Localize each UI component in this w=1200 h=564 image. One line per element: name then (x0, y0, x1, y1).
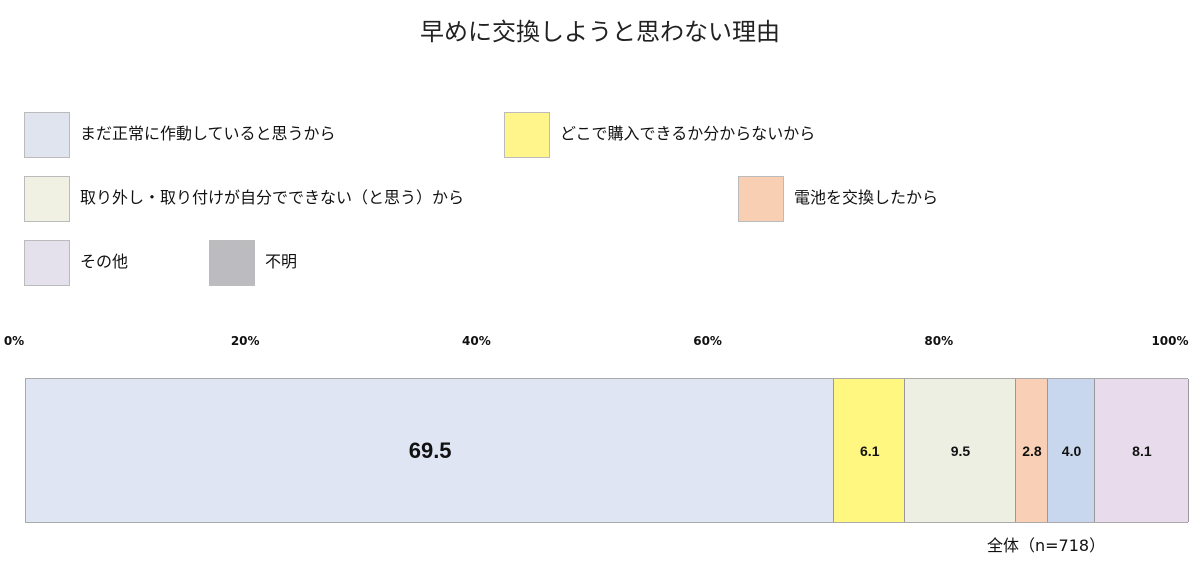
category-label: 全体（n=718） (987, 536, 1106, 555)
legend-label: 不明 (265, 252, 298, 271)
data-label: 9.5 (950, 442, 971, 459)
legend-label: 電池を交換したから (794, 188, 939, 207)
legend-label: どこで購入できるか分からないから (560, 124, 816, 143)
legend-swatch (504, 112, 550, 158)
legend-swatch (209, 240, 255, 286)
x-tick-label: 20% (230, 334, 260, 348)
legend-label: その他 (80, 252, 129, 271)
stacked-bar: 69.5 6.1 9.5 2.8 4.0 8.1 (25, 378, 1189, 523)
bar-segment (26, 379, 835, 522)
bar-segment (1015, 379, 1049, 522)
data-label: 4.0 (1061, 442, 1082, 459)
legend-swatch (24, 112, 70, 158)
legend-item: その他 (24, 240, 128, 286)
legend-item: どこで購入できるか分からないから (504, 112, 815, 158)
legend-item: まだ正常に作動していると思うから (24, 112, 336, 158)
legend-label: 取り外し・取り付けが自分でできない（と思う）から (80, 188, 465, 207)
data-label: 69.5 (408, 437, 452, 463)
legend-label: まだ正常に作動していると思うから (80, 124, 336, 143)
legend-item: 取り外し・取り付けが自分でできない（と思う）から (24, 176, 464, 222)
x-tick-label: 80% (924, 334, 954, 348)
data-label: 8.1 (1132, 442, 1152, 459)
legend-item: 電池を交換したから (738, 176, 938, 222)
x-tick-label: 40% (462, 334, 491, 348)
data-label: 2.8 (1022, 442, 1042, 459)
legend-swatch (24, 176, 70, 222)
legend-swatch (24, 240, 70, 286)
x-tick-label: 60% (693, 334, 722, 348)
x-tick-label: 100% (1151, 334, 1189, 348)
data-label: 6.1 (860, 442, 880, 459)
bar-segment (834, 379, 906, 522)
bar-segment (1094, 379, 1189, 522)
x-tick-label: 0% (3, 334, 25, 348)
legend-swatch (738, 176, 784, 222)
bar-segment (1048, 379, 1095, 522)
legend-item: 不明 (209, 240, 297, 286)
chart-title: 早めに交換しようと思わない理由 (420, 18, 780, 46)
bar-segment (905, 379, 1016, 522)
